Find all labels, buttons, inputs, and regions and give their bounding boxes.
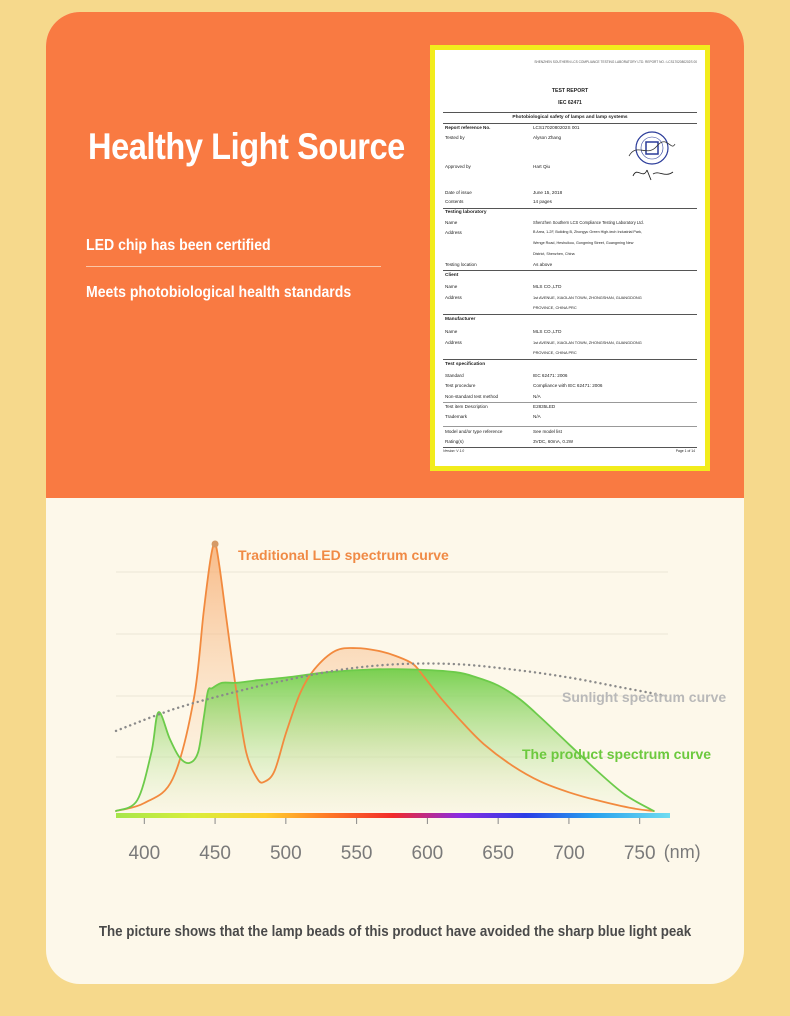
report-row-value: District, Shenzhen, China	[533, 252, 575, 256]
test-report-document: SHENZHEN SOUTHERN LCS COMPLIANCE TESTING…	[441, 56, 699, 460]
report-row-label: Tested by	[445, 135, 465, 140]
report-row-label: Name	[445, 329, 458, 334]
report-row-label: Address	[445, 295, 462, 300]
traditional-led-label: Traditional LED spectrum curve	[238, 547, 449, 563]
peak-marker	[211, 540, 219, 548]
report-row-label: Approved by	[445, 164, 471, 169]
color-spectrum-bar	[116, 813, 670, 818]
report-row-value: MLS CO.,LTD	[533, 284, 562, 289]
report-page: Page 1 of 14	[675, 449, 695, 453]
sunlight-spectrum-curve	[114, 662, 670, 733]
x-tick-label: 650	[482, 843, 514, 864]
report-row-label: Name	[445, 220, 458, 225]
report-row-label: Rating(s)	[445, 439, 464, 444]
report-row-value: Wenge Road, Heshuikou, Gongming Street, …	[533, 241, 634, 245]
report-row-value: PROVINCE, CHINA PRC	[533, 305, 577, 310]
report-row-label: Name	[445, 284, 458, 289]
report-title: TEST REPORT	[551, 88, 589, 94]
report-row-value: N/A	[533, 394, 541, 399]
report-row-label: Non-standard test method	[445, 394, 499, 399]
feature-certified: LED chip has been certified	[86, 237, 271, 254]
sunlight-label: Sunlight spectrum curve	[562, 689, 726, 705]
x-tick-label: 450	[199, 843, 231, 864]
product-card: Healthy Light Source LED chip has been c…	[46, 12, 744, 984]
report-row-value: N/A	[533, 414, 541, 419]
report-row-value: As above	[533, 262, 553, 267]
report-row-value: LCS1702080202S 001	[533, 125, 580, 130]
report-subtitle: Photobiological safety of lamps and lamp…	[512, 115, 628, 120]
feature-health-standard: Meets photobiological health standards	[86, 284, 352, 301]
test-report-image: SHENZHEN SOUTHERN LCS COMPLIANCE TESTING…	[430, 45, 710, 471]
spectrum-chart: 400 450 500 550 600 650 700 750 (nm) Traditional…	[114, 540, 726, 864]
report-row-label: Trademark	[445, 414, 468, 419]
report-row-value: B Area, 1-2F, Building B, Zhongyu Green …	[533, 230, 643, 234]
report-row-value: Alyson Zhang	[533, 135, 562, 140]
report-row-label: Model and/or type reference	[445, 429, 503, 434]
report-section: Test specification	[445, 362, 486, 367]
report-section: Client	[445, 273, 459, 278]
report-row-value: PROVINCE, CHINA PRC	[533, 350, 577, 355]
product-spectrum-curve-area	[116, 669, 654, 811]
report-row-label: Date of issue	[445, 190, 472, 195]
report-version: Version: V 1.0	[443, 449, 465, 453]
traditional-led-curve	[115, 542, 655, 812]
x-tick-label: 600	[412, 843, 444, 864]
report-row-value: IEC 62471: 2006	[533, 373, 568, 378]
report-row-value: Compliance with IEC 62471: 2006	[533, 383, 603, 388]
report-row-label: Standard	[445, 373, 464, 378]
report-section: Testing laboratory	[445, 210, 487, 215]
product-spectrum-curve	[115, 668, 655, 812]
report-row-value: Shenzhen Southern LCS Compliance Testing…	[533, 220, 644, 225]
x-tick-label: 400	[128, 843, 160, 864]
report-row-value: E2835LED	[533, 404, 556, 409]
x-tick-label: 750	[624, 843, 656, 864]
report-row-label: Testing location	[445, 262, 477, 267]
report-row-value: See model list	[533, 429, 562, 434]
x-tick-label: 700	[553, 843, 585, 864]
report-row-value: 3VDC, 60mA, 0.2W	[533, 439, 574, 444]
certification-panel: Healthy Light Source LED chip has been c…	[46, 12, 744, 498]
product-spectrum-label: The product spectrum curve	[522, 746, 711, 762]
report-row-label: Address	[445, 230, 462, 235]
report-row-label: Test procedure	[445, 383, 476, 388]
report-row-label: Contents	[445, 199, 464, 204]
report-standard: IEC 62471	[558, 100, 582, 106]
x-tick-label: 550	[341, 843, 373, 864]
report-row-value: 1st AVENUE, XIAOLAN TOWN, ZHONGSHAN, GUA…	[533, 340, 642, 345]
report-row-value: June 15, 2018	[533, 190, 563, 195]
report-row-value: 14 pages	[533, 199, 552, 204]
report-row-value: MLS CO.,LTD	[533, 329, 562, 334]
report-row-value: 1st AVENUE, XIAOLAN TOWN, ZHONGSHAN, GUA…	[533, 295, 642, 300]
report-row-label: Report reference No.	[445, 125, 491, 130]
x-axis-unit: (nm)	[664, 842, 701, 862]
divider	[86, 266, 381, 267]
headline: Healthy Light Source	[88, 126, 405, 167]
chart-caption: The picture shows that the lamp beads of…	[98, 924, 692, 940]
approval-stamp-icon	[628, 131, 676, 181]
report-row-label: Address	[445, 340, 462, 345]
report-section: Manufacturer	[445, 317, 476, 322]
report-header: SHENZHEN SOUTHERN LCS COMPLIANCE TESTING…	[534, 60, 697, 64]
report-row-value: Hart Qiu	[533, 164, 551, 169]
x-tick-label: 500	[270, 843, 302, 864]
report-row-label: Test item Description	[445, 404, 488, 409]
